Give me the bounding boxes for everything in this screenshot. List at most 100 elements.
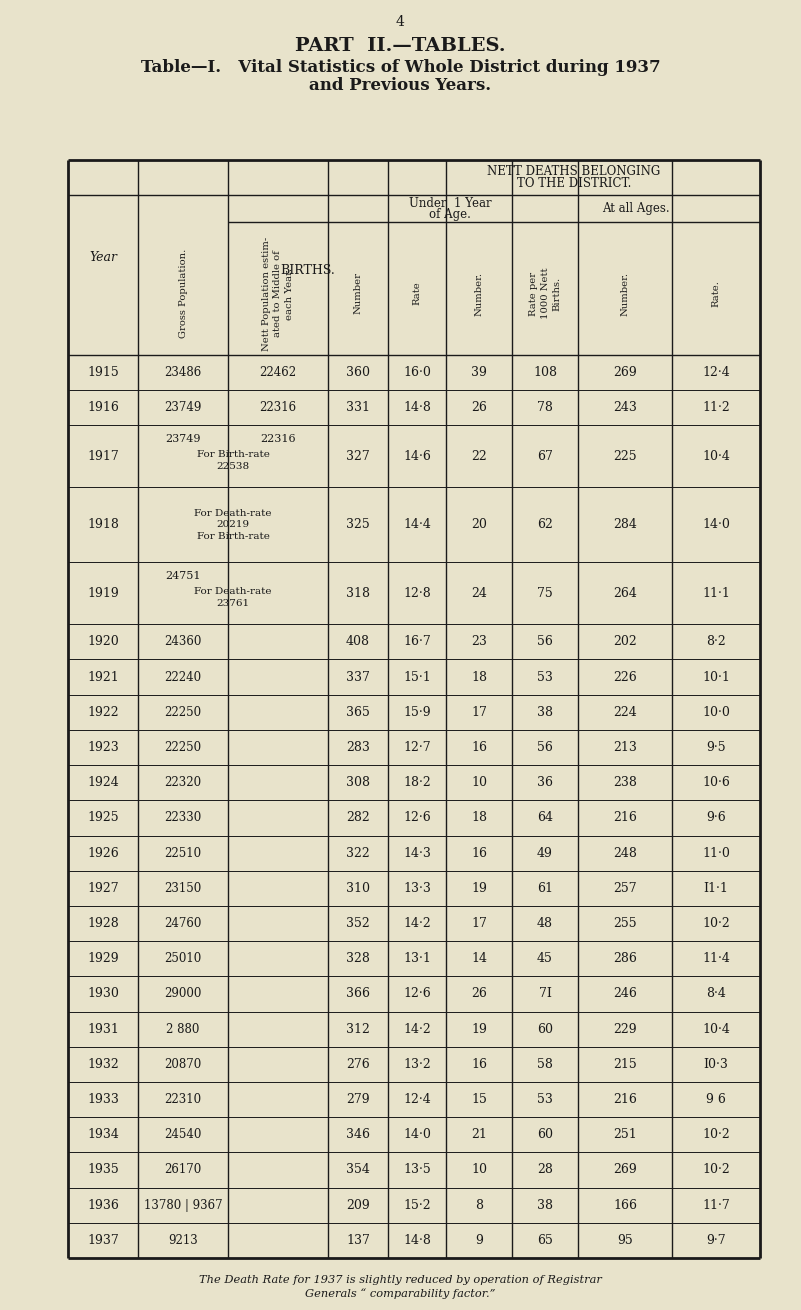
Text: 61: 61 <box>537 882 553 895</box>
Text: 26170: 26170 <box>164 1163 202 1176</box>
Text: 19: 19 <box>471 1023 487 1036</box>
Text: 216: 216 <box>613 1093 637 1106</box>
Text: 14·0: 14·0 <box>702 519 730 532</box>
Text: 1928: 1928 <box>87 917 119 930</box>
Text: 18: 18 <box>471 811 487 824</box>
Text: 137: 137 <box>346 1234 370 1247</box>
Text: 15: 15 <box>471 1093 487 1106</box>
Text: 45: 45 <box>537 952 553 965</box>
Text: 248: 248 <box>613 846 637 859</box>
Text: 1918: 1918 <box>87 519 119 532</box>
Text: 12·8: 12·8 <box>403 587 431 600</box>
Text: 1925: 1925 <box>87 811 119 824</box>
Text: 24760: 24760 <box>164 917 202 930</box>
Text: 17: 17 <box>471 706 487 719</box>
Text: 1915: 1915 <box>87 365 119 379</box>
Text: 308: 308 <box>346 777 370 789</box>
Text: 17: 17 <box>471 917 487 930</box>
Text: 229: 229 <box>614 1023 637 1036</box>
Text: 56: 56 <box>537 741 553 755</box>
Text: 282: 282 <box>346 811 370 824</box>
Text: Generals “ comparability factor.”: Generals “ comparability factor.” <box>305 1289 496 1300</box>
Text: 16: 16 <box>471 1058 487 1070</box>
Text: 286: 286 <box>613 952 637 965</box>
Text: Rate per
1000 Nett
Births.: Rate per 1000 Nett Births. <box>529 267 561 320</box>
Text: 318: 318 <box>346 587 370 600</box>
Text: 264: 264 <box>613 587 637 600</box>
Text: 26: 26 <box>471 401 487 414</box>
Text: 22320: 22320 <box>164 777 202 789</box>
Text: 312: 312 <box>346 1023 370 1036</box>
Text: 10: 10 <box>471 777 487 789</box>
Text: 22250: 22250 <box>164 741 202 755</box>
Text: 8·2: 8·2 <box>706 635 726 648</box>
Text: 24360: 24360 <box>164 635 202 648</box>
Text: 209: 209 <box>346 1199 370 1212</box>
Text: 60: 60 <box>537 1023 553 1036</box>
Text: 108: 108 <box>533 365 557 379</box>
Text: 23749: 23749 <box>165 435 201 444</box>
Text: 12·4: 12·4 <box>702 365 730 379</box>
Text: 22310: 22310 <box>164 1093 202 1106</box>
Text: At all Ages.: At all Ages. <box>602 202 670 215</box>
Text: 408: 408 <box>346 635 370 648</box>
Text: 322: 322 <box>346 846 370 859</box>
Text: 1924: 1924 <box>87 777 119 789</box>
Text: 279: 279 <box>346 1093 370 1106</box>
Text: of Age.: of Age. <box>429 208 471 221</box>
Text: 2 880: 2 880 <box>167 1023 199 1036</box>
Text: 64: 64 <box>537 811 553 824</box>
Text: Rate: Rate <box>413 282 421 305</box>
Text: 48: 48 <box>537 917 553 930</box>
Text: Under  1 Year: Under 1 Year <box>409 196 491 210</box>
Text: 213: 213 <box>613 741 637 755</box>
Text: 22240: 22240 <box>164 671 202 684</box>
Text: 16·0: 16·0 <box>403 365 431 379</box>
Text: 10·2: 10·2 <box>702 1163 730 1176</box>
Text: 14·4: 14·4 <box>403 519 431 532</box>
Text: 24540: 24540 <box>164 1128 202 1141</box>
Text: 1930: 1930 <box>87 988 119 1001</box>
Text: 18: 18 <box>471 671 487 684</box>
Text: 14·2: 14·2 <box>403 1023 431 1036</box>
Text: 10·2: 10·2 <box>702 1128 730 1141</box>
Text: 226: 226 <box>613 671 637 684</box>
Text: 166: 166 <box>613 1199 637 1212</box>
Text: 14: 14 <box>471 952 487 965</box>
Text: Gross Population.: Gross Population. <box>179 249 187 338</box>
Text: 36: 36 <box>537 777 553 789</box>
Text: 354: 354 <box>346 1163 370 1176</box>
Text: 10·1: 10·1 <box>702 671 730 684</box>
Text: 9·5: 9·5 <box>706 741 726 755</box>
Text: 20: 20 <box>471 519 487 532</box>
Text: 1936: 1936 <box>87 1199 119 1212</box>
Text: 1916: 1916 <box>87 401 119 414</box>
Text: I1·1: I1·1 <box>703 882 728 895</box>
Text: 10·4: 10·4 <box>702 449 730 462</box>
Text: 257: 257 <box>614 882 637 895</box>
Text: 1926: 1926 <box>87 846 119 859</box>
Text: 60: 60 <box>537 1128 553 1141</box>
Text: 12·7: 12·7 <box>403 741 431 755</box>
Text: For Death-rate
23761: For Death-rate 23761 <box>195 587 272 608</box>
Text: 11·1: 11·1 <box>702 587 730 600</box>
Text: 4: 4 <box>396 14 405 29</box>
Text: 10·6: 10·6 <box>702 777 730 789</box>
Text: Number.: Number. <box>621 271 630 316</box>
Text: The Death Rate for 1937 is slightly reduced by operation of Registrar: The Death Rate for 1937 is slightly redu… <box>199 1275 602 1285</box>
Text: 366: 366 <box>346 988 370 1001</box>
Text: 9: 9 <box>475 1234 483 1247</box>
Text: 38: 38 <box>537 1199 553 1212</box>
Text: 49: 49 <box>537 846 553 859</box>
Text: 14·2: 14·2 <box>403 917 431 930</box>
Text: 95: 95 <box>617 1234 633 1247</box>
Text: 16·7: 16·7 <box>403 635 431 648</box>
Text: 1933: 1933 <box>87 1093 119 1106</box>
Text: 19: 19 <box>471 882 487 895</box>
Text: 1935: 1935 <box>87 1163 119 1176</box>
Text: 283: 283 <box>346 741 370 755</box>
Text: 18·2: 18·2 <box>403 777 431 789</box>
Text: 7I: 7I <box>538 988 551 1001</box>
Text: 269: 269 <box>613 365 637 379</box>
Text: 38: 38 <box>537 706 553 719</box>
